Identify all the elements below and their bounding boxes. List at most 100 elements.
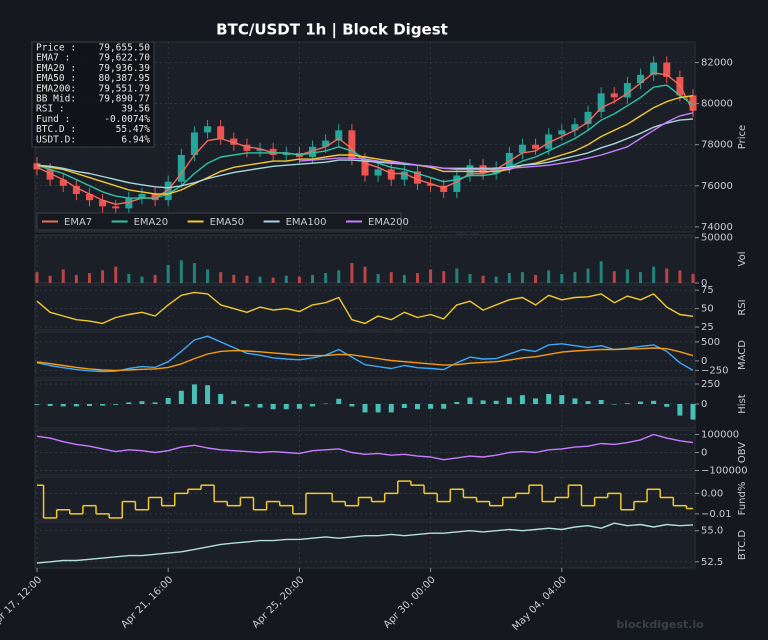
candle-body — [571, 124, 579, 131]
candle-body — [689, 95, 697, 111]
bar — [520, 272, 524, 283]
bar — [467, 397, 473, 404]
bar — [350, 263, 354, 283]
bar — [598, 400, 604, 404]
candle-body — [466, 165, 474, 176]
candle-body — [72, 185, 80, 194]
info-label: USDT.D: — [36, 134, 76, 145]
info-label: Fund : — [36, 114, 70, 125]
y-axis-label: MACD — [737, 340, 748, 370]
bar — [547, 270, 551, 283]
bar — [401, 404, 407, 408]
bar — [611, 404, 617, 405]
bar — [140, 276, 144, 283]
bar — [362, 404, 368, 413]
bar — [429, 269, 433, 283]
bar — [559, 395, 565, 404]
bar — [455, 268, 459, 283]
bar — [205, 385, 211, 404]
y-tick-label: 0 — [701, 448, 707, 459]
info-value: 55.47% — [116, 124, 151, 135]
bar — [271, 277, 275, 283]
bar — [586, 268, 590, 283]
bar — [519, 395, 525, 404]
y-tick-label: 76000 — [701, 181, 733, 192]
bar — [258, 276, 262, 283]
bar — [206, 269, 210, 283]
panel — [34, 521, 696, 569]
candle-body — [532, 144, 540, 149]
legend-label: EMA200 — [368, 217, 409, 228]
footer-watermark: blockdigest.io — [616, 618, 704, 631]
bar — [257, 404, 263, 408]
y-tick-label: 25 — [701, 322, 714, 333]
legend-label: EMA20 — [134, 217, 169, 228]
info-label: EMA20 : — [36, 63, 76, 74]
info-value: 80,387.95 — [99, 73, 150, 84]
candle-body — [650, 62, 658, 75]
candle-body — [190, 132, 198, 155]
candle-body — [125, 198, 133, 209]
candle-body — [400, 171, 408, 180]
bar — [127, 273, 131, 283]
info-value: 6.94% — [121, 134, 150, 145]
bar — [415, 273, 419, 283]
candle-body — [427, 183, 435, 186]
bar — [35, 272, 39, 283]
bar — [690, 404, 696, 420]
bar — [283, 404, 289, 410]
line — [36, 335, 694, 373]
legend-box — [36, 212, 402, 231]
panel — [34, 331, 696, 379]
bar — [270, 404, 276, 410]
y-tick-label: 250 — [701, 379, 720, 390]
bar — [47, 404, 53, 406]
candle-body — [413, 171, 421, 184]
bar — [139, 401, 145, 404]
ema-line — [36, 95, 694, 195]
bar — [218, 394, 224, 404]
line — [36, 291, 694, 325]
bar — [349, 404, 355, 407]
bar — [560, 273, 564, 283]
info-box — [31, 41, 155, 148]
bar — [612, 271, 616, 283]
candle-body — [177, 154, 185, 182]
y-tick-label: 50 — [701, 304, 714, 315]
bar — [244, 404, 250, 407]
candle-body — [623, 83, 631, 98]
bar — [191, 384, 197, 404]
bar — [441, 404, 447, 409]
panel — [34, 284, 696, 331]
candle-body — [387, 169, 395, 180]
candle-body — [348, 130, 356, 160]
y-tick-label: 75 — [701, 285, 714, 296]
bar — [677, 404, 683, 416]
bar — [454, 402, 460, 404]
bar — [388, 404, 394, 413]
candle-body — [230, 138, 238, 145]
candle-body — [663, 62, 671, 77]
info-label: EMA200: — [36, 83, 76, 94]
candle-body — [99, 200, 107, 207]
bar — [585, 401, 591, 404]
bar — [179, 260, 183, 283]
bar — [639, 272, 643, 283]
y-tick-label: 0 — [701, 356, 707, 367]
y-tick-label: −0.01 — [701, 509, 732, 520]
candle-body — [59, 179, 67, 186]
bar — [533, 398, 539, 404]
bar — [126, 402, 132, 404]
info-label: RSI : — [36, 104, 65, 115]
candle-body — [453, 175, 461, 192]
info-label: BB Mid: — [36, 94, 76, 105]
bar — [363, 266, 367, 283]
bar — [506, 397, 512, 404]
panel — [34, 476, 696, 521]
candle-body — [33, 163, 41, 170]
candle-body — [309, 146, 317, 158]
bar — [375, 404, 381, 413]
bar — [100, 404, 106, 406]
info-label: EMA7 : — [36, 53, 70, 64]
y-axis-label: OBV — [737, 442, 748, 463]
